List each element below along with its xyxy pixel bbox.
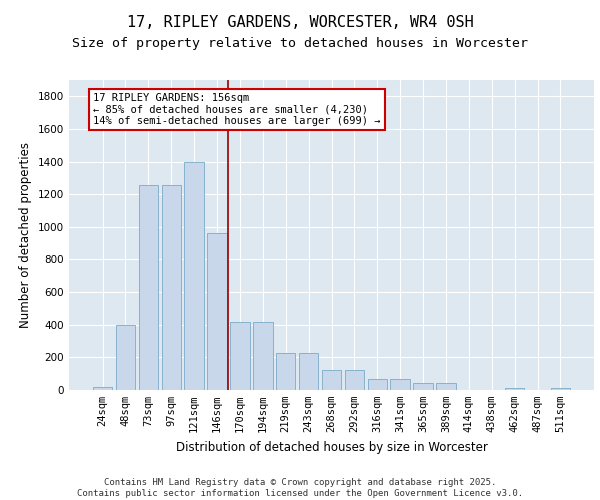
Bar	[139, 185, 158, 390]
Bar	[93, 386, 112, 390]
Bar	[276, 354, 295, 390]
X-axis label: Distribution of detached houses by size in Worcester: Distribution of detached houses by size …	[176, 440, 487, 454]
Bar	[208, 234, 227, 390]
Bar	[253, 322, 272, 390]
Bar	[184, 162, 204, 390]
Bar	[322, 370, 341, 390]
Bar	[344, 370, 364, 390]
Bar	[551, 388, 570, 390]
Bar	[368, 380, 387, 390]
Text: 17, RIPLEY GARDENS, WORCESTER, WR4 0SH: 17, RIPLEY GARDENS, WORCESTER, WR4 0SH	[127, 15, 473, 30]
Text: 17 RIPLEY GARDENS: 156sqm
← 85% of detached houses are smaller (4,230)
14% of se: 17 RIPLEY GARDENS: 156sqm ← 85% of detac…	[94, 93, 381, 126]
Bar	[436, 384, 455, 390]
Bar	[299, 354, 319, 390]
Bar	[505, 388, 524, 390]
Text: Contains HM Land Registry data © Crown copyright and database right 2025.
Contai: Contains HM Land Registry data © Crown c…	[77, 478, 523, 498]
Bar	[391, 380, 410, 390]
Bar	[413, 384, 433, 390]
Bar	[116, 325, 135, 390]
Bar	[230, 322, 250, 390]
Bar	[161, 185, 181, 390]
Text: Size of property relative to detached houses in Worcester: Size of property relative to detached ho…	[72, 38, 528, 51]
Y-axis label: Number of detached properties: Number of detached properties	[19, 142, 32, 328]
